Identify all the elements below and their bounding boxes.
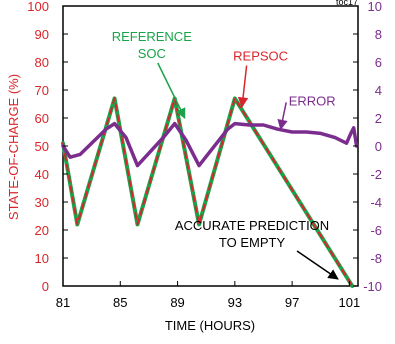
label-prediction-arrow [296,250,339,280]
label-error: ERROR [289,93,336,108]
left-y-tick-label: 50 [35,139,49,154]
label-repsoc-arrow [237,65,249,108]
left-y-tick-label: 20 [35,223,49,238]
plot-area [62,5,359,287]
left-axis-title: STATE-OF-CHARGE (%) [6,74,21,220]
right-y-tick-label: 10 [368,0,382,14]
label-repsoc: REPSOC [233,49,288,64]
left-y-tick-label: 90 [35,27,49,42]
x-tick-label: 81 [56,295,70,310]
left-y-tick-label: 60 [35,111,49,126]
plot-frame [62,5,359,287]
annotation-layer: REFERENCE SOC REPSOC ERROR ACCURATE PREDICTI… [112,29,339,280]
label-repsoc-line: REPSOC [233,49,288,64]
series-line-repsoc [62,97,354,287]
right-y-tick-label: 4 [375,83,382,98]
left-y-tick-label: 10 [35,251,49,266]
label-error-line: ERROR [289,93,336,108]
right-y-tick-label: -8 [370,251,382,266]
label-reference-soc-arrow [157,62,186,119]
label-error-arrow [277,102,288,131]
right-y-tick-label: -4 [370,195,382,210]
label-prediction-line: TO EMPTY [219,235,286,250]
x-tick-label: 89 [170,295,184,310]
label-reference-soc-line: REFERENCE [112,29,193,44]
series-layer [61,96,359,288]
x-tick-label: 97 [285,295,299,310]
left-y-tick-label: 80 [35,55,49,70]
figure-id-label: toc17 [336,0,358,7]
left-y-tick-label: 100 [27,0,49,14]
right-y-tick-label: -6 [370,223,382,238]
x-tick-label: 93 [228,295,242,310]
x-tick-label: 85 [113,295,127,310]
right-y-tick-label: -2 [370,167,382,182]
series-line-error [61,121,359,168]
left-y-tick-label: 0 [42,279,49,294]
right-y-tick-label: 6 [375,55,382,70]
right-y-tick-label: 8 [375,27,382,42]
left-y-tick-label: 70 [35,83,49,98]
right-y-tick-label: 0 [375,139,382,154]
x-axis-title: TIME (HOURS) [165,318,255,333]
label-prediction-line: ACCURATE PREDICTION [175,218,329,233]
right-y-tick-label: 2 [375,111,382,126]
label-reference-soc: REFERENCE SOC [112,29,193,61]
left-y-tick-label: 30 [35,195,49,210]
right-y-tick-label: -10 [363,279,382,294]
label-prediction: ACCURATE PREDICTION TO EMPTY [175,218,329,250]
axes-layer: 0 10 20 30 40 50 60 70 80 90 100 -10 -8 -6 -4 -2 0 2 4 6 8 10… [27,0,382,310]
x-tick-label: 101 [339,295,361,310]
left-y-tick-label: 40 [35,167,49,182]
label-reference-soc-line: SOC [138,46,166,61]
